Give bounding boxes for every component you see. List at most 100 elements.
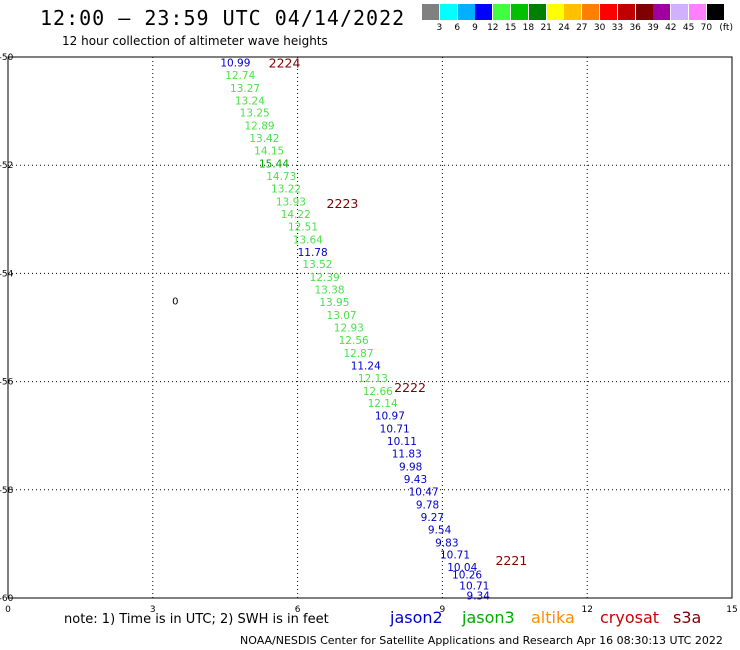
satellite-s3a: s3a: [673, 608, 702, 627]
wave-height-value: 11.78: [298, 247, 328, 259]
wave-height-value: 13.22: [271, 183, 301, 195]
wave-height-value: 9.43: [404, 474, 427, 486]
wave-height-value: 11.24: [351, 360, 381, 372]
legend-swatch: [475, 4, 493, 20]
wave-height-value: 13.25: [240, 108, 270, 120]
wave-height-value: 13.07: [327, 310, 357, 322]
legend-swatch: [653, 4, 671, 20]
legend-label: 45: [682, 23, 695, 33]
legend-swatch: [689, 4, 706, 20]
legend-label: 21: [540, 23, 552, 33]
wave-height-value: 12.66: [363, 386, 393, 398]
legend-swatch: [671, 4, 689, 20]
wave-height-value: 10.71: [380, 424, 410, 436]
x-tick-label: 6: [295, 605, 301, 615]
satellite-jason2: jason2: [390, 608, 443, 627]
wave-height-value: 9.54: [428, 524, 452, 536]
y-tick-label: -58: [0, 486, 14, 496]
legend-swatch: [439, 4, 457, 20]
satellite-jason3: jason3: [462, 608, 515, 627]
wave-height-value: 9.34: [467, 590, 491, 602]
wave-height-value: 9.98: [399, 462, 422, 474]
legend-label: 70: [700, 23, 713, 33]
legend-label: 39: [647, 23, 659, 33]
legend-swatch: [422, 4, 439, 20]
wave-height-value: 15.44: [259, 159, 289, 171]
wave-height-value: 10.71: [459, 581, 489, 593]
x-tick-label: 3: [150, 605, 156, 615]
legend-label: 36: [629, 23, 641, 33]
x-tick-label: 12: [581, 605, 592, 615]
wave-height-value: 13.95: [319, 297, 349, 309]
note-text: note: 1) Time is in UTC; 2) SWH is in fe…: [64, 612, 329, 627]
wave-height-value: 13.24: [235, 95, 265, 107]
wave-height-value: 10.71: [440, 550, 470, 562]
legend-label: 6: [454, 23, 461, 33]
wave-height-value: 10.99: [220, 57, 250, 69]
satellite-altika: altika: [531, 608, 575, 627]
pass-time-label: 2221: [495, 553, 527, 568]
legend-label: 12: [487, 23, 499, 33]
y-tick-label: -52: [0, 161, 13, 171]
pass-time-label: 2223: [327, 196, 359, 211]
wave-height-value: 10.04: [447, 562, 477, 574]
legend-label: 18: [522, 23, 535, 33]
legend-label: 15: [504, 23, 517, 33]
footer-credit: NOAA/NESDIS Center for Satellite Applica…: [240, 634, 723, 647]
x-tick-label: 9: [440, 605, 446, 615]
legend-swatch: [582, 4, 600, 20]
chart-title: 12:00 – 23:59 UTC 04/14/2022: [40, 6, 406, 30]
wave-height-value: 12.93: [334, 323, 364, 335]
wave-height-value: 9.27: [421, 512, 444, 524]
legend-swatch: [635, 4, 653, 20]
wave-height-value: 13.93: [276, 196, 306, 208]
legend-swatch: [493, 4, 511, 20]
wave-height-value: 12.39: [310, 272, 340, 284]
y-tick-label: -60: [0, 594, 14, 604]
pass-time-label: 2222: [394, 380, 426, 395]
legend-swatch: [457, 4, 475, 20]
chart-subtitle: 12 hour collection of altimeter wave hei…: [62, 34, 328, 48]
plot-frame: [7, 56, 733, 599]
legend-label: 9: [472, 23, 478, 33]
wave-height-value: 12.14: [368, 398, 398, 410]
legend-swatch: [564, 4, 582, 20]
wave-height-value: 12.87: [343, 348, 373, 360]
legend-label: 3: [436, 23, 443, 33]
wave-height-value: 14.22: [281, 209, 311, 221]
wave-height-value: 12.13: [358, 373, 388, 385]
y-tick-label: -50: [0, 53, 14, 63]
wave-height-value: 11.83: [392, 449, 422, 461]
wave-height-value: 13.27: [230, 83, 260, 95]
x-tick-label: 15: [726, 605, 737, 615]
legend-label: 33: [611, 23, 624, 33]
legend-label: 24: [558, 23, 570, 33]
legend-swatch: [706, 4, 724, 20]
legend-unit: (ft): [719, 23, 733, 33]
wave-height-value: 12.56: [339, 335, 369, 347]
wave-height-value: 10.11: [387, 436, 417, 448]
wave-height-value: 12.51: [288, 221, 318, 233]
satellite-cryosat: cryosat: [600, 608, 660, 627]
legend-label: 30: [593, 23, 606, 33]
wave-height-value: 13.64: [293, 234, 323, 246]
legend-swatch: [528, 4, 546, 20]
legend-label: 42: [665, 23, 677, 33]
pass-time-label: 2224: [269, 55, 301, 70]
wave-height-value: 13.38: [314, 285, 344, 297]
legend-swatch: [511, 4, 528, 20]
legend-swatch: [617, 4, 635, 20]
wave-height-value: 10.97: [375, 411, 405, 423]
y-tick-label: -56: [0, 378, 14, 388]
wave-height-value: 13.42: [249, 133, 279, 145]
y-tick-label: -54: [0, 269, 14, 279]
wave-height-value: 9.83: [435, 537, 458, 549]
x-tick-label: 0: [5, 605, 11, 615]
wave-height-value: 9.78: [416, 499, 439, 511]
wave-height-value: 14.15: [254, 146, 284, 158]
legend-swatch: [546, 4, 564, 20]
wave-height-value: 10.26: [452, 570, 482, 582]
wave-height-value: 10.47: [409, 486, 439, 498]
stray-label: 0: [172, 296, 178, 307]
